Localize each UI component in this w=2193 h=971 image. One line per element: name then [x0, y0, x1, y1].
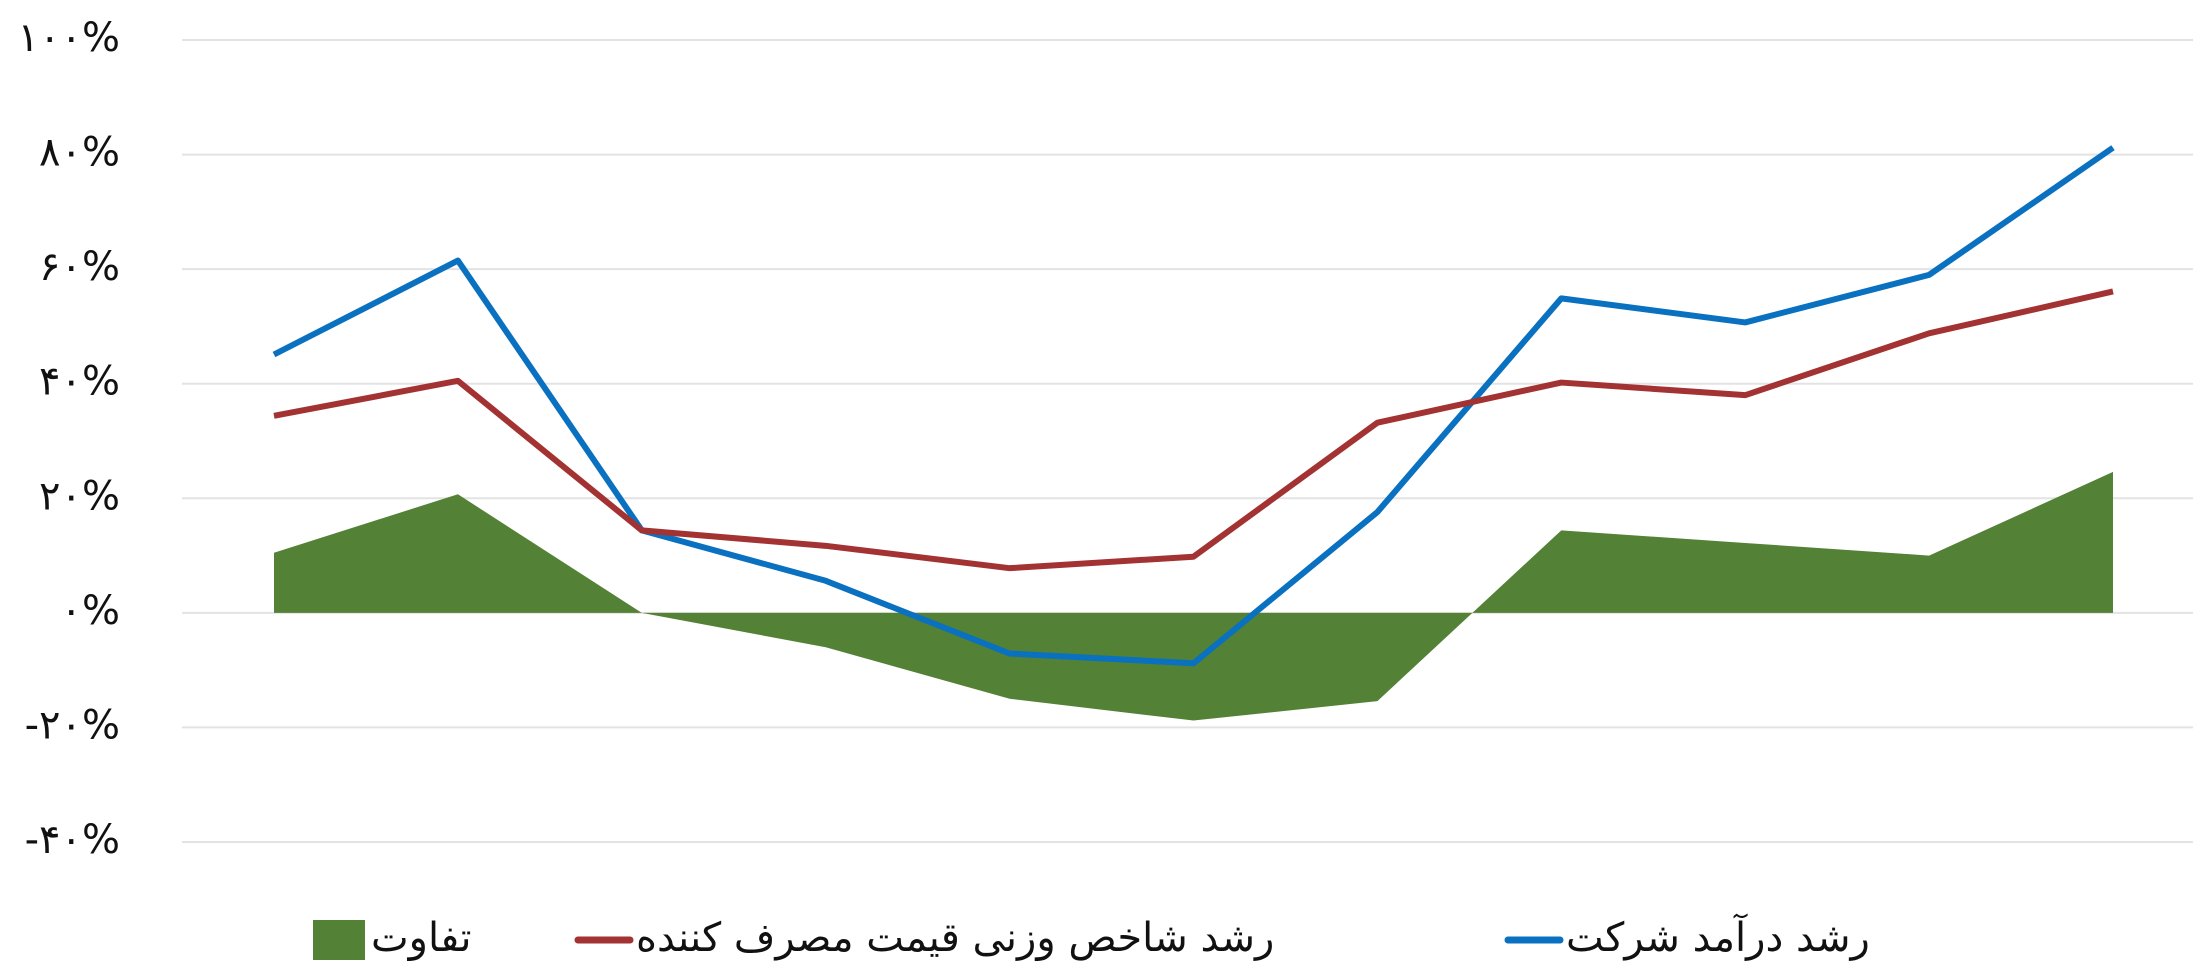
legend-label: رشد شاخص وزنی قیمت مصرف کننده	[636, 915, 1274, 961]
legend-item: تفاوت	[313, 915, 472, 961]
legend-item: رشد شاخص وزنی قیمت مصرف کننده	[574, 915, 1274, 961]
legend-label: تفاوت	[371, 915, 472, 961]
y-tick-label: ۶۰%	[39, 244, 120, 290]
y-tick-label: -۴۰%	[25, 817, 120, 863]
y-tick-label: -۲۰%	[25, 702, 120, 748]
y-tick-label: ۲۰%	[39, 473, 120, 519]
legend-label: رشد درآمد شرکت	[1566, 913, 1870, 961]
y-tick-label: ۴۰%	[39, 359, 120, 405]
y-tick-label: ۸۰%	[39, 130, 120, 176]
legend-swatch	[313, 920, 365, 960]
y-tick-label: ۱۰۰%	[18, 15, 120, 61]
line	[273, 288, 2114, 572]
y-tick-label: ۰%	[61, 588, 121, 634]
area	[274, 471, 2113, 721]
legend-item: رشد درآمد شرکت	[1504, 913, 1870, 961]
line	[272, 145, 2115, 667]
